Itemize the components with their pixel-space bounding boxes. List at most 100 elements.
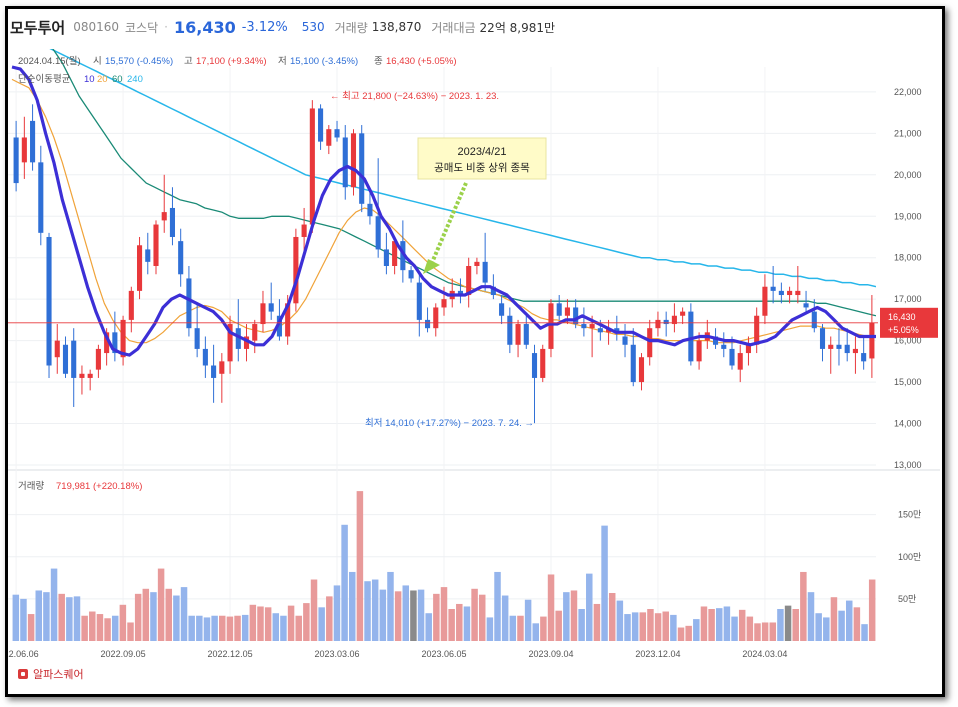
candle-body xyxy=(293,236,299,304)
ma-legend-60: 60 xyxy=(112,74,123,85)
volume-bar xyxy=(670,614,677,641)
volume-bar xyxy=(111,615,119,641)
stock-name[interactable]: 모두투어 xyxy=(10,18,66,37)
volume-bar xyxy=(50,568,58,641)
stock-chart[interactable]: 13,000 14,000 15,000 16,000 17,000 18,000 19,0… xyxy=(8,45,940,660)
candle-body xyxy=(334,129,340,138)
volume-bar xyxy=(348,571,356,641)
change-percent: -3.12% xyxy=(241,19,288,35)
annotation-high: ← 최고 21,800 (−24.63%) − 2023. 1. 23. xyxy=(330,91,499,102)
volume-bar xyxy=(150,592,157,641)
info-high-label: 고 xyxy=(184,56,193,67)
volume-bar xyxy=(280,615,287,641)
date-tick-label: 2022.12.05 xyxy=(208,649,253,659)
candle-body xyxy=(342,137,348,188)
candle-body xyxy=(869,322,875,359)
volume-bar xyxy=(830,597,838,641)
candle-body xyxy=(589,324,595,329)
candle-body xyxy=(795,290,801,296)
ma-legend-20: 20 xyxy=(97,74,108,85)
volume-bar xyxy=(196,615,203,641)
candle-body xyxy=(531,353,538,378)
volume-bar xyxy=(631,612,639,641)
candle-body xyxy=(770,286,776,291)
price-tick-label: 19,000 xyxy=(894,211,922,221)
change-amount: 530 xyxy=(301,20,325,34)
candle-body xyxy=(416,282,422,320)
candle-body xyxy=(482,261,488,283)
candle-body xyxy=(194,328,200,349)
volume-bar xyxy=(27,614,35,641)
candle-body xyxy=(754,315,760,345)
candle-body xyxy=(811,311,817,329)
volume-bar xyxy=(616,600,624,641)
volume-bar xyxy=(96,614,104,641)
candle-body xyxy=(87,373,93,378)
volume-bar xyxy=(769,622,777,641)
candle-body xyxy=(729,348,735,366)
volume-bar xyxy=(127,622,134,641)
candle-body xyxy=(515,324,521,345)
candle-body xyxy=(268,303,274,312)
volume-bar xyxy=(517,615,524,641)
price-tick-label: 22,000 xyxy=(894,87,922,97)
candle-body xyxy=(243,336,250,349)
volume-bar xyxy=(723,606,731,641)
volume-bar xyxy=(425,613,432,641)
brand-name[interactable]: 알파스퀘어 xyxy=(33,668,84,681)
candle-body xyxy=(712,336,719,345)
candle-body xyxy=(104,332,110,354)
volume-bar xyxy=(524,599,532,641)
candle-body xyxy=(622,336,628,345)
volume-bar xyxy=(685,625,692,641)
volume-bar xyxy=(700,606,708,641)
volume-bar xyxy=(341,524,348,641)
candle-body xyxy=(499,303,505,316)
volume-bar xyxy=(89,611,96,641)
ma10-polyline xyxy=(11,65,876,357)
ma-legend-240: 240 xyxy=(127,74,143,85)
candle-body xyxy=(235,328,241,349)
volume-bar xyxy=(746,616,754,641)
candle-body xyxy=(663,319,669,325)
candle-body xyxy=(21,137,27,163)
volume-bar xyxy=(219,615,226,641)
volume-bar xyxy=(868,579,876,641)
date-tick-label: 2022.06.06 xyxy=(8,649,39,659)
candle-body xyxy=(326,129,332,146)
candle-body xyxy=(120,319,126,358)
candle-body xyxy=(638,357,645,383)
volume-bar xyxy=(226,616,234,641)
volume-bar xyxy=(486,617,494,641)
date-tick-label: 2024.03.04 xyxy=(742,649,787,659)
volume-bar xyxy=(333,585,341,641)
price-tick-label: 17,000 xyxy=(894,294,922,304)
candle-body xyxy=(359,133,365,204)
candle-body xyxy=(95,348,101,370)
candle-body xyxy=(861,353,867,362)
volume-bar xyxy=(73,596,81,641)
volume-bar xyxy=(647,609,654,641)
brand-footer: 알파스퀘어 xyxy=(18,666,84,682)
candle-body xyxy=(688,311,694,362)
price-tag-pct: +5.05% xyxy=(888,325,919,335)
volume-label: 거래량 xyxy=(334,20,368,35)
separator-dot: · xyxy=(164,20,168,34)
candle-body xyxy=(62,344,69,374)
volume-bar xyxy=(448,609,455,641)
volume-bar xyxy=(540,616,547,641)
candle-body xyxy=(318,108,324,142)
volume-tick-label: 100만 xyxy=(898,552,921,562)
volume-label: 거래량 xyxy=(18,480,44,492)
volume-bar xyxy=(586,573,593,641)
volume-bar xyxy=(364,581,371,641)
volume-bar xyxy=(601,525,608,641)
candle-body xyxy=(540,348,546,378)
volume-bar xyxy=(295,615,302,641)
volume-bar xyxy=(310,579,318,641)
info-close-value: 16,430 (+5.05%) xyxy=(386,56,457,67)
candle-body xyxy=(819,328,826,349)
volume-bar xyxy=(66,597,73,641)
volume-bar xyxy=(547,574,555,641)
volume-bar xyxy=(639,612,647,641)
